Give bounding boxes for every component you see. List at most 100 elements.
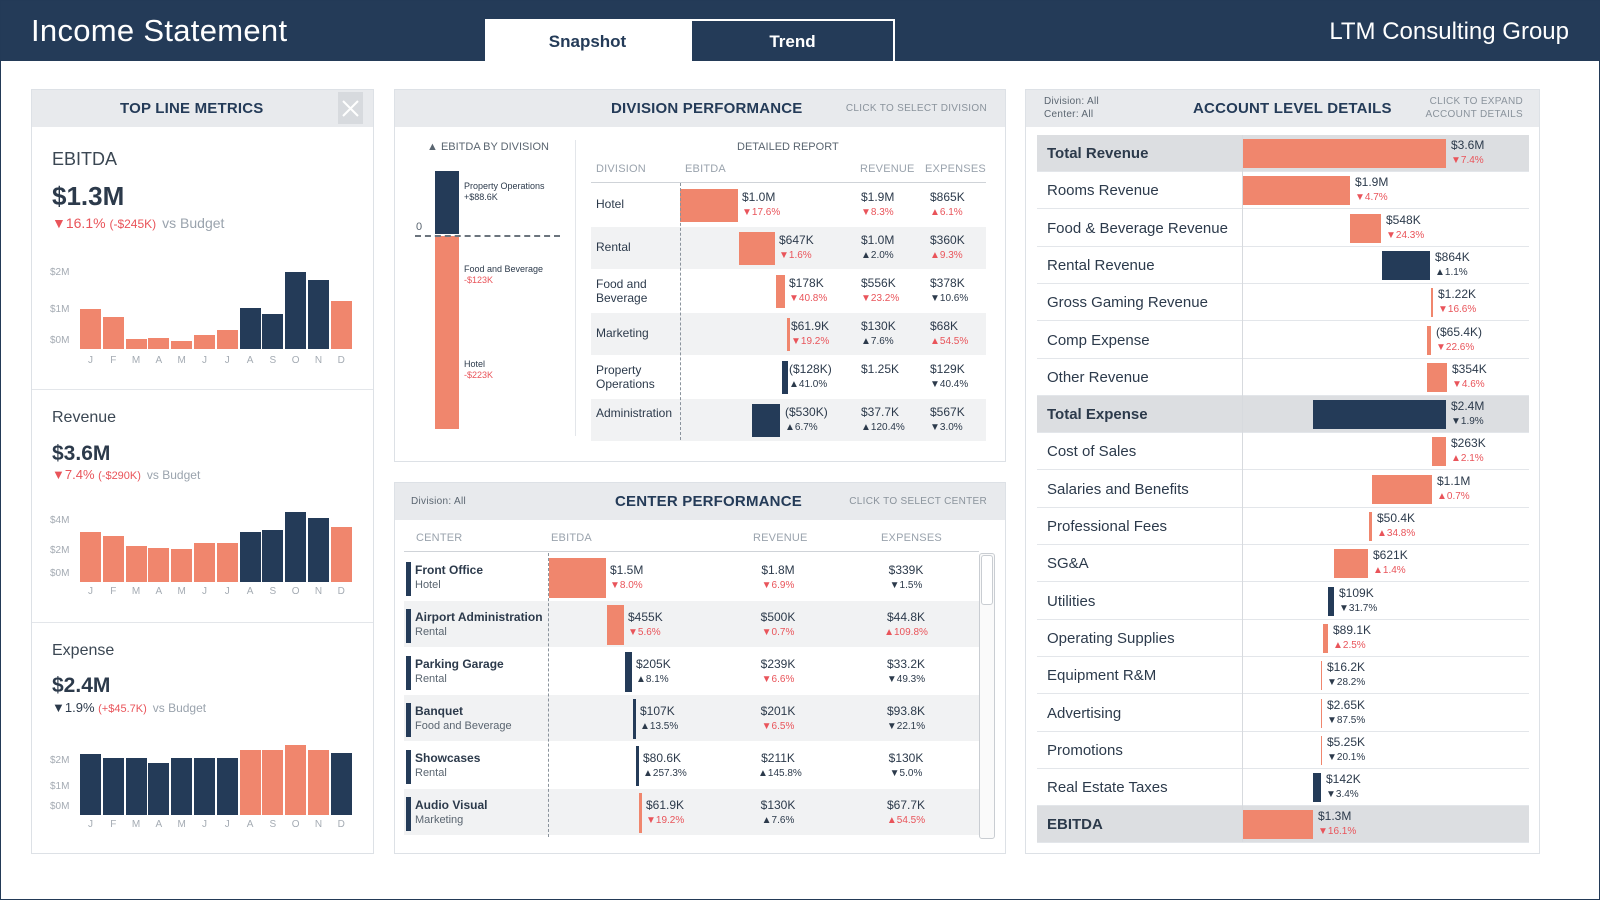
revenue-metric[interactable]: Revenue $3.6M ▼7.4% (-$290K) vs Budget $4… bbox=[32, 390, 373, 622]
account-row[interactable]: Rooms Revenue bbox=[1037, 172, 1529, 210]
account-row[interactable]: Utilities bbox=[1037, 583, 1529, 620]
ebitda-bar[interactable] bbox=[680, 189, 738, 222]
month-bar[interactable] bbox=[102, 758, 124, 815]
account-row[interactable]: Promotions bbox=[1037, 732, 1529, 769]
account-bar[interactable] bbox=[1242, 810, 1313, 840]
account-row[interactable]: Comp Expense bbox=[1037, 322, 1529, 359]
month-bar[interactable] bbox=[171, 549, 193, 582]
account-bar[interactable] bbox=[1321, 661, 1322, 691]
account-row[interactable]: Salaries and Benefits bbox=[1037, 471, 1529, 508]
account-bar[interactable] bbox=[1242, 139, 1446, 168]
account-bar[interactable] bbox=[1242, 176, 1350, 206]
month-bar[interactable] bbox=[216, 330, 238, 349]
ebitda-bar[interactable] bbox=[776, 275, 785, 308]
account-bar[interactable] bbox=[1432, 437, 1446, 467]
month-bar[interactable] bbox=[102, 317, 124, 349]
month-bar[interactable] bbox=[285, 512, 307, 582]
center-row[interactable] bbox=[404, 601, 979, 647]
division-row[interactable] bbox=[591, 399, 986, 441]
ebitda-bar[interactable] bbox=[607, 605, 624, 645]
scrollbar-thumb[interactable] bbox=[981, 555, 993, 605]
account-row[interactable]: Professional Fees bbox=[1037, 508, 1529, 545]
close-icon[interactable] bbox=[338, 92, 363, 124]
month-bar[interactable] bbox=[80, 532, 101, 582]
month-bar[interactable] bbox=[285, 745, 307, 815]
month-bar[interactable] bbox=[216, 543, 238, 582]
ebitda-bar[interactable] bbox=[782, 361, 788, 394]
month-bar[interactable] bbox=[125, 546, 147, 582]
division-row[interactable] bbox=[591, 227, 986, 269]
month-bar[interactable] bbox=[308, 518, 329, 582]
month-bar[interactable] bbox=[80, 754, 101, 815]
account-row[interactable]: Operating Supplies bbox=[1037, 620, 1529, 657]
center-row[interactable] bbox=[404, 695, 979, 741]
month-bar[interactable] bbox=[330, 753, 352, 815]
account-bar[interactable] bbox=[1334, 549, 1368, 579]
account-row[interactable]: Gross Gaming Revenue bbox=[1037, 284, 1529, 322]
month-bar[interactable] bbox=[125, 758, 147, 815]
account-bar[interactable] bbox=[1321, 698, 1322, 728]
account-bar[interactable] bbox=[1427, 362, 1447, 392]
scrollbar[interactable] bbox=[979, 553, 995, 839]
month-bar[interactable] bbox=[308, 280, 329, 349]
account-bar[interactable] bbox=[1323, 623, 1328, 653]
month-bar[interactable] bbox=[171, 758, 193, 815]
account-row[interactable]: Rental Revenue bbox=[1037, 247, 1529, 284]
ebitda-bar[interactable] bbox=[625, 652, 632, 692]
month-bar[interactable] bbox=[148, 338, 170, 349]
ebitda-bar[interactable] bbox=[549, 558, 606, 598]
account-bar[interactable] bbox=[1321, 735, 1322, 765]
month-bar[interactable] bbox=[330, 527, 352, 582]
month-bar[interactable] bbox=[125, 339, 147, 349]
account-row[interactable]: Other Revenue bbox=[1037, 359, 1529, 396]
waterfall-bar-property-operations[interactable] bbox=[435, 171, 459, 234]
month-bar[interactable] bbox=[194, 758, 215, 815]
center-filter[interactable]: Division: All bbox=[411, 496, 467, 507]
account-row[interactable]: Equipment R&M bbox=[1037, 657, 1529, 695]
ebitda-bar[interactable] bbox=[639, 793, 642, 833]
ebitda-bar[interactable] bbox=[787, 318, 790, 351]
month-bar[interactable] bbox=[171, 341, 193, 349]
account-row[interactable]: Cost of Sales bbox=[1037, 433, 1529, 471]
account-bar[interactable] bbox=[1369, 512, 1372, 541]
center-row[interactable] bbox=[404, 554, 979, 600]
month-bar[interactable] bbox=[102, 536, 124, 582]
account-bar[interactable] bbox=[1431, 288, 1433, 318]
account-bar[interactable] bbox=[1313, 773, 1321, 803]
month-bar[interactable] bbox=[216, 758, 238, 815]
account-row[interactable]: Real Estate Taxes bbox=[1037, 769, 1529, 807]
ebitda-metric[interactable]: EBITDA $1.3M ▼16.1% (-$245K) vs Budget $2… bbox=[32, 127, 373, 390]
account-bar[interactable] bbox=[1328, 586, 1334, 616]
month-bar[interactable] bbox=[262, 314, 284, 349]
account-bar[interactable] bbox=[1427, 325, 1431, 355]
month-bar[interactable] bbox=[194, 335, 215, 349]
month-bar[interactable] bbox=[330, 301, 352, 349]
account-row[interactable]: SG&A bbox=[1037, 545, 1529, 583]
expense-metric[interactable]: Expense $2.4M ▼1.9% (+$45.7K) vs Budget $… bbox=[32, 623, 373, 855]
month-bar[interactable] bbox=[308, 750, 329, 815]
account-bar[interactable] bbox=[1350, 213, 1381, 243]
month-bar[interactable] bbox=[80, 309, 101, 349]
month-bar[interactable] bbox=[262, 530, 284, 582]
month-bar[interactable] bbox=[148, 548, 170, 582]
month-bar[interactable] bbox=[239, 750, 261, 815]
ebitda-bar[interactable] bbox=[633, 699, 636, 739]
ebitda-bar[interactable] bbox=[739, 232, 775, 265]
month-bar[interactable] bbox=[285, 272, 307, 349]
month-bar[interactable] bbox=[239, 308, 261, 349]
tab-snapshot[interactable]: Snapshot bbox=[485, 19, 690, 61]
waterfall-bar-food-beverage[interactable] bbox=[435, 236, 459, 309]
account-bar[interactable] bbox=[1372, 474, 1432, 504]
account-filter[interactable]: Division: All Center: All bbox=[1044, 96, 1100, 120]
center-row[interactable] bbox=[404, 648, 979, 694]
center-row[interactable] bbox=[404, 742, 979, 788]
ebitda-bar[interactable] bbox=[636, 746, 639, 786]
tab-trend[interactable]: Trend bbox=[690, 19, 895, 61]
month-bar[interactable] bbox=[148, 763, 170, 815]
account-row[interactable]: Food & Beverage Revenue bbox=[1037, 210, 1529, 247]
account-row[interactable]: Total Expense bbox=[1037, 396, 1529, 434]
ebitda-bar[interactable] bbox=[752, 404, 780, 437]
month-bar[interactable] bbox=[239, 532, 261, 582]
account-bar[interactable] bbox=[1313, 400, 1446, 430]
month-bar[interactable] bbox=[194, 543, 215, 582]
